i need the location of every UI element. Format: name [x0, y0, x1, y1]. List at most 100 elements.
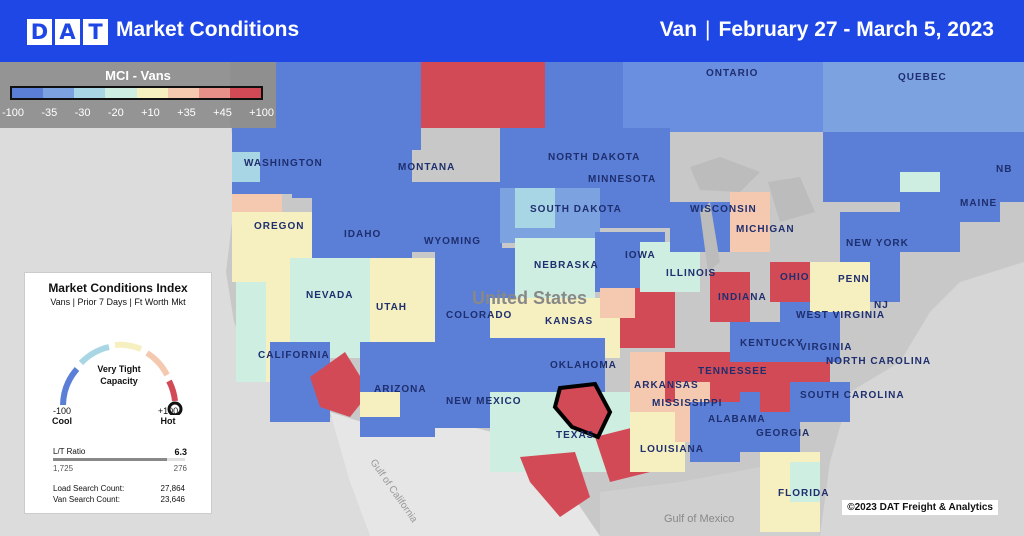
gauge-seg-5 [166, 379, 178, 402]
region-arizona[interactable] [360, 342, 435, 437]
gauge-seg-3 [114, 341, 143, 352]
region-north-carolina[interactable] [790, 382, 850, 422]
gauge-label: Very Tight Capacity [83, 363, 155, 387]
label-tennessee: TENNESSEE [698, 366, 768, 377]
mci-color-swatch-1 [43, 88, 75, 98]
mci-tick-label-6: +45 [213, 107, 232, 119]
label-colorado: COLORADO [446, 310, 512, 321]
label-arkansas: ARKANSAS [634, 380, 699, 391]
label-nb: NB [996, 164, 1012, 175]
region-la[interactable] [310, 352, 370, 417]
card-subtitle: Vans | Prior 7 Days | Ft Worth Mkt [50, 297, 186, 307]
region-new-york[interactable] [840, 212, 900, 262]
region-indiana[interactable] [710, 272, 750, 322]
region-south-texas[interactable] [520, 452, 590, 517]
label-alabama: ALABAMA [708, 414, 766, 425]
label-nebraska: NEBRASKA [534, 260, 599, 271]
mci-color-bar [10, 86, 263, 100]
region-manitoba[interactable] [545, 62, 623, 132]
label-mississippi: MISSISSIPPI [652, 398, 722, 409]
region-penn[interactable] [810, 262, 870, 312]
label-michigan: MICHIGAN [736, 224, 795, 235]
label-louisiana: LOUISIANA [640, 444, 704, 455]
region-coast-ca[interactable] [236, 282, 266, 382]
mci-tick-label-0: -100 [2, 107, 25, 119]
label-new-york: NEW YORK [846, 238, 909, 249]
lt-ratio-bar [53, 458, 185, 461]
copyright: ©2023 DAT Freight & Analytics [842, 500, 998, 515]
region-nebraska[interactable] [515, 238, 595, 298]
lake-superior [690, 157, 760, 192]
gauge-min: -100 Cool [47, 406, 77, 426]
load-search-count-row: Load Search Count: 27,864 [53, 484, 185, 493]
region-north-dakota[interactable] [500, 128, 615, 188]
market-conditions-card: Market Conditions Index Vans | Prior 7 D… [24, 272, 212, 514]
region-ontario[interactable] [623, 62, 823, 132]
market-map[interactable]: WASHINGTON MONTANA NORTH DAKOTA MINNESOT… [0, 62, 1024, 536]
map-labels: WASHINGTON MONTANA NORTH DAKOTA MINNESOT… [244, 68, 1012, 499]
label-virginia: VIRGINIA [800, 342, 852, 353]
logo-letter-t: T [83, 19, 108, 45]
label-illinois: ILLINOIS [666, 268, 716, 279]
label-indiana: INDIANA [718, 292, 767, 303]
label-ohio: OHIO [780, 272, 810, 283]
mexico-land [330, 412, 600, 536]
region-idaho[interactable] [312, 198, 412, 268]
region-wyoming[interactable] [412, 182, 502, 252]
region-bc[interactable] [276, 62, 421, 120]
region-maine[interactable] [940, 172, 1000, 222]
label-idaho: IDAHO [344, 229, 381, 240]
load-search-value: 27,864 [160, 484, 185, 493]
mci-tick-label-5: +35 [177, 107, 196, 119]
mci-tick-label-1: -35 [41, 107, 58, 119]
region-s-florida[interactable] [790, 462, 820, 502]
region-nevada[interactable] [290, 258, 370, 358]
mci-tick-label-3: -20 [107, 107, 124, 119]
gauge-max-value: +100 [157, 406, 179, 416]
lt-ratio-trucks: 276 [173, 464, 187, 473]
region-utah[interactable] [370, 258, 435, 348]
mci-tick-label-2: -30 [74, 107, 91, 119]
lake-huron [768, 177, 815, 222]
mci-color-swatch-2 [74, 88, 106, 98]
lake-michigan [700, 202, 720, 272]
label-north-dakota: NORTH DAKOTA [548, 152, 640, 163]
gauge-max: +100 Hot [151, 406, 185, 426]
region-alabama[interactable] [690, 402, 740, 462]
label-nj: NJ [874, 300, 889, 311]
label-south-carolina: SOUTH CAROLINA [800, 390, 905, 401]
region-fort-worth-selected[interactable] [552, 381, 613, 440]
region-wisconsin[interactable] [670, 202, 730, 252]
region-seattle[interactable] [232, 152, 260, 182]
label-texas: TEXAS [556, 430, 594, 441]
mci-color-swatch-7 [229, 88, 261, 98]
region-michigan[interactable] [730, 192, 770, 252]
gauge-min-value: -100 [52, 406, 71, 416]
label-country: United States [472, 288, 587, 308]
header-bar: D A T Market Conditions Van | February 2… [0, 0, 1024, 62]
region-kc[interactable] [600, 288, 635, 318]
label-florida: FLORIDA [778, 488, 829, 499]
region-saskatchewan[interactable] [421, 62, 545, 128]
region-minnesota[interactable] [600, 128, 670, 228]
label-north-carolina: NORTH CAROLINA [826, 356, 931, 367]
gauge-dial [60, 341, 183, 415]
van-search-count-row: Van Search Count: 23,646 [53, 495, 185, 504]
region-quebec[interactable] [823, 62, 1024, 132]
label-penn: PENN [838, 274, 870, 285]
region-sd-central[interactable] [515, 188, 555, 228]
mci-color-swatch-0 [12, 88, 44, 98]
atlantic-ocean [820, 262, 1024, 536]
mci-color-swatch-5 [167, 88, 199, 98]
region-montana[interactable] [292, 128, 412, 198]
region-ohio[interactable] [770, 262, 810, 302]
label-montana: MONTANA [398, 162, 455, 173]
load-search-label: Load Search Count: [53, 484, 125, 493]
header-separator: | [705, 18, 711, 41]
gauge-seg-1 [60, 367, 80, 406]
mci-legend-title: MCI - Vans [105, 68, 171, 83]
region-nj[interactable] [870, 262, 900, 302]
region-phoenix[interactable] [360, 392, 400, 417]
label-wyoming: WYOMING [424, 236, 481, 247]
label-iowa: IOWA [625, 250, 656, 261]
